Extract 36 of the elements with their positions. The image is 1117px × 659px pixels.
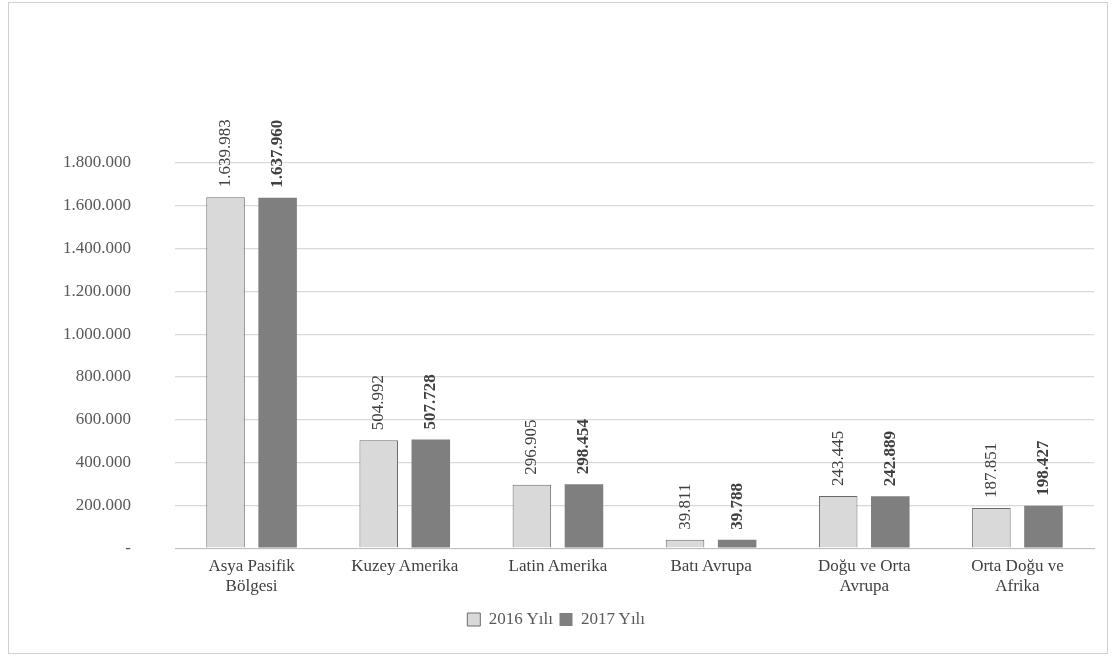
data-label: 1.639.983	[215, 119, 235, 188]
data-label: 39.788	[726, 482, 746, 530]
y-tick-label: 400.000	[75, 452, 131, 472]
data-label: 298.454	[573, 418, 593, 475]
x-tick-label: Latin Amerika	[508, 555, 608, 575]
data-label: 187.851	[980, 442, 1000, 498]
bar	[871, 496, 910, 548]
data-label: 242.889	[879, 430, 899, 487]
data-label: 243.445	[827, 430, 847, 487]
y-tick-label: 800.000	[75, 366, 131, 386]
x-tick-label: Doğu ve Orta Avrupa	[817, 555, 911, 596]
y-tick-label: 1.400.000	[63, 238, 131, 258]
y-tick-label: 200.000	[75, 494, 131, 514]
data-label: 296.905	[521, 419, 541, 475]
x-tick-label: Batı Avrupa	[670, 555, 753, 575]
y-tick-label: -	[125, 537, 132, 557]
y-tick-label: 1.800.000	[63, 152, 131, 172]
data-label: 504.992	[368, 374, 388, 431]
x-tick-label: Asya Pasifik Bölgesi	[208, 555, 296, 596]
data-label: 507.728	[420, 374, 440, 430]
y-tick-label: 1.200.000	[63, 280, 131, 300]
bar	[1024, 505, 1063, 548]
bar	[717, 539, 757, 548]
legend-label: 2017 Yılı	[581, 608, 646, 628]
data-label: 39.811	[674, 483, 694, 530]
data-label: 1.637.960	[267, 119, 287, 188]
bar	[564, 484, 604, 548]
bar	[411, 439, 451, 548]
y-tick-label: 1.600.000	[63, 195, 131, 215]
y-tick-label: 1.000.000	[63, 323, 131, 343]
data-label: 198.427	[1032, 439, 1052, 496]
x-tick-label: Kuzey Amerika	[351, 555, 459, 575]
y-tick-label: 600.000	[75, 409, 131, 429]
legend-label: 2016 Yılı	[488, 608, 554, 628]
bar	[258, 197, 297, 548]
x-tick-label: Orta Doğu ve Afrika	[971, 555, 1064, 596]
